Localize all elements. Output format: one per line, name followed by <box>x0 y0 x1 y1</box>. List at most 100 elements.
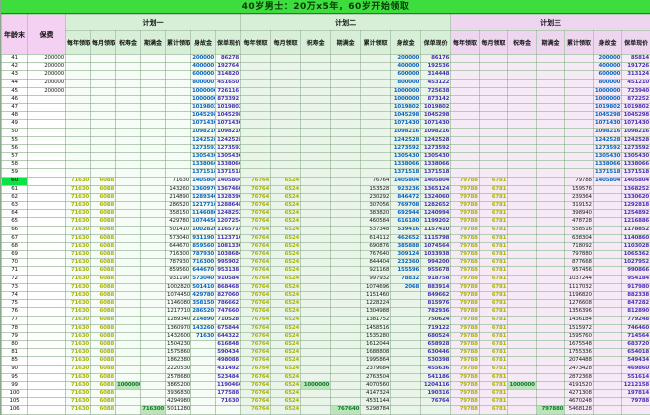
p2-monthly-withdrawal-cell[interactable] <box>270 103 302 113</box>
p2-cumulative-withdrawal-cell[interactable]: 997932 <box>360 274 392 284</box>
p2-annual-withdrawal-cell[interactable]: 76764 <box>240 184 272 194</box>
p3-birthday-benefit-cell[interactable] <box>507 250 537 260</box>
p3-death-benefit-cell[interactable] <box>592 233 623 243</box>
p2-death-benefit-cell[interactable]: 800000 <box>390 78 422 88</box>
age-cell[interactable]: 79 <box>1 331 28 342</box>
p3-cumulative-withdrawal-cell[interactable]: 398940 <box>564 209 594 219</box>
p3-death-benefit-cell[interactable] <box>592 307 623 317</box>
p2-maturity-benefit-cell[interactable] <box>330 86 362 96</box>
p3-cash-value-cell[interactable]: 1254892 <box>621 209 650 219</box>
p1-annual-withdrawal-cell[interactable] <box>65 94 92 105</box>
p1-cash-value-cell[interactable]: 910584 <box>215 274 242 284</box>
p2-maturity-benefit-cell[interactable] <box>330 282 362 292</box>
p1-death-benefit-cell[interactable]: 214890 <box>190 315 217 325</box>
p3-monthly-withdrawal-cell[interactable] <box>478 135 509 145</box>
p1-monthly-withdrawal-cell[interactable]: 6088 <box>90 315 117 325</box>
premium-cell[interactable] <box>26 340 67 350</box>
p2-maturity-benefit-cell[interactable] <box>330 78 362 88</box>
p2-maturity-benefit-cell[interactable] <box>330 389 362 399</box>
p3-monthly-withdrawal-cell[interactable]: 6781 <box>478 331 509 342</box>
p2-monthly-withdrawal-cell[interactable] <box>270 111 302 121</box>
p2-death-benefit-cell[interactable]: 1273592 <box>390 143 422 154</box>
p1-birthday-benefit-cell[interactable] <box>115 184 142 194</box>
p2-cumulative-withdrawal-cell[interactable]: 921168 <box>360 266 392 276</box>
p3-monthly-withdrawal-cell[interactable]: 6781 <box>478 397 509 407</box>
p3-cumulative-withdrawal-cell[interactable] <box>564 135 594 145</box>
p1-annual-withdrawal-cell[interactable]: 71630 <box>65 380 92 391</box>
p3-maturity-benefit-cell[interactable]: 797880 <box>535 405 566 415</box>
p3-maturity-benefit-cell[interactable] <box>535 315 566 325</box>
p3-maturity-benefit-cell[interactable] <box>535 53 566 64</box>
p1-birthday-benefit-cell[interactable] <box>115 209 142 219</box>
p3-monthly-withdrawal-cell[interactable]: 6781 <box>478 217 509 227</box>
p2-death-benefit-cell[interactable] <box>390 331 422 342</box>
p2-cash-value-cell[interactable]: 1371518 <box>420 168 452 178</box>
p1-death-benefit-cell[interactable] <box>190 372 217 382</box>
p3-death-benefit-cell[interactable]: 200000 <box>592 53 623 64</box>
premium-cell[interactable] <box>26 389 67 399</box>
p1-maturity-benefit-cell[interactable] <box>140 70 167 80</box>
p2-annual-withdrawal-cell[interactable]: 76764 <box>240 397 272 407</box>
p2-monthly-withdrawal-cell[interactable]: 6524 <box>270 241 302 252</box>
p2-maturity-benefit-cell[interactable] <box>330 70 362 80</box>
p3-monthly-withdrawal-cell[interactable]: 6781 <box>478 258 509 268</box>
p1-maturity-benefit-cell[interactable] <box>140 135 167 145</box>
p3-monthly-withdrawal-cell[interactable] <box>478 78 509 88</box>
p3-annual-withdrawal-cell[interactable]: 79788 <box>450 201 480 211</box>
p2-cash-value-cell[interactable]: 994200 <box>420 258 452 268</box>
p1-monthly-withdrawal-cell[interactable]: 6088 <box>90 274 117 284</box>
p3-maturity-benefit-cell[interactable] <box>535 250 566 260</box>
p3-annual-withdrawal-cell[interactable]: 79788 <box>450 209 480 219</box>
p3-cumulative-withdrawal-cell[interactable]: 877668 <box>564 258 594 268</box>
p1-cash-value-cell[interactable]: 590434 <box>215 348 242 358</box>
p1-cash-value-cell[interactable]: 953138 <box>215 266 242 276</box>
p3-cumulative-withdrawal-cell[interactable]: 5468128 <box>564 405 594 415</box>
p2-annual-withdrawal-cell[interactable] <box>240 86 272 96</box>
p3-maturity-benefit-cell[interactable] <box>535 258 566 268</box>
p2-birthday-benefit-cell[interactable] <box>300 135 332 145</box>
p3-cumulative-withdrawal-cell[interactable]: 718092 <box>564 241 594 252</box>
p3-birthday-benefit-cell[interactable] <box>507 274 537 284</box>
p2-monthly-withdrawal-cell[interactable] <box>270 94 302 105</box>
p1-death-benefit-cell[interactable]: 143260 <box>190 323 217 333</box>
p1-cash-value-cell[interactable]: 995902 <box>215 258 242 268</box>
p1-maturity-benefit-cell[interactable] <box>140 258 167 268</box>
premium-cell[interactable] <box>26 192 67 203</box>
p2-cumulative-withdrawal-cell[interactable] <box>360 152 392 162</box>
p2-birthday-benefit-cell[interactable] <box>300 201 332 211</box>
p3-birthday-benefit-cell[interactable] <box>507 241 537 252</box>
p2-annual-withdrawal-cell[interactable]: 76764 <box>240 225 272 235</box>
p3-monthly-withdrawal-cell[interactable]: 6781 <box>478 290 509 301</box>
p2-cash-value-cell[interactable]: 455636 <box>420 364 452 374</box>
p1-annual-withdrawal-cell[interactable]: 71630 <box>65 340 92 350</box>
p1-cumulative-withdrawal-cell[interactable] <box>165 70 192 80</box>
p3-cumulative-withdrawal-cell[interactable] <box>564 160 594 170</box>
p3-death-benefit-cell[interactable]: 400000 <box>592 62 623 72</box>
p2-maturity-benefit-cell[interactable] <box>330 135 362 145</box>
p1-annual-withdrawal-cell[interactable]: 71630 <box>65 217 92 227</box>
p3-annual-withdrawal-cell[interactable] <box>450 152 480 162</box>
p3-maturity-benefit-cell[interactable] <box>535 135 566 145</box>
p1-annual-withdrawal-cell[interactable]: 71630 <box>65 299 92 309</box>
p3-cumulative-withdrawal-cell[interactable] <box>564 103 594 113</box>
p1-birthday-benefit-cell[interactable] <box>115 53 142 64</box>
premium-cell[interactable] <box>26 201 67 211</box>
p1-annual-withdrawal-cell[interactable] <box>65 62 92 72</box>
p1-monthly-withdrawal-cell[interactable] <box>90 135 117 145</box>
p3-annual-withdrawal-cell[interactable]: 79788 <box>450 364 480 374</box>
p1-monthly-withdrawal-cell[interactable]: 6088 <box>90 372 117 382</box>
p3-monthly-withdrawal-cell[interactable] <box>478 94 509 105</box>
p1-monthly-withdrawal-cell[interactable] <box>90 53 117 64</box>
p3-cash-value-cell[interactable]: 1292818 <box>621 201 650 211</box>
p2-annual-withdrawal-cell[interactable] <box>240 53 272 64</box>
p3-birthday-benefit-cell[interactable] <box>507 53 537 64</box>
p3-annual-withdrawal-cell[interactable]: 79788 <box>450 356 480 366</box>
p2-cumulative-withdrawal-cell[interactable]: 383820 <box>360 209 392 219</box>
p3-cumulative-withdrawal-cell[interactable] <box>564 152 594 162</box>
premium-cell[interactable] <box>26 160 67 170</box>
p1-birthday-benefit-cell[interactable] <box>115 405 142 415</box>
p2-birthday-benefit-cell[interactable] <box>300 127 332 137</box>
p2-cash-value-cell[interactable]: 1045298 <box>420 111 452 121</box>
p3-annual-withdrawal-cell[interactable]: 79788 <box>450 184 480 194</box>
p1-cumulative-withdrawal-cell[interactable]: 143260 <box>165 184 192 194</box>
